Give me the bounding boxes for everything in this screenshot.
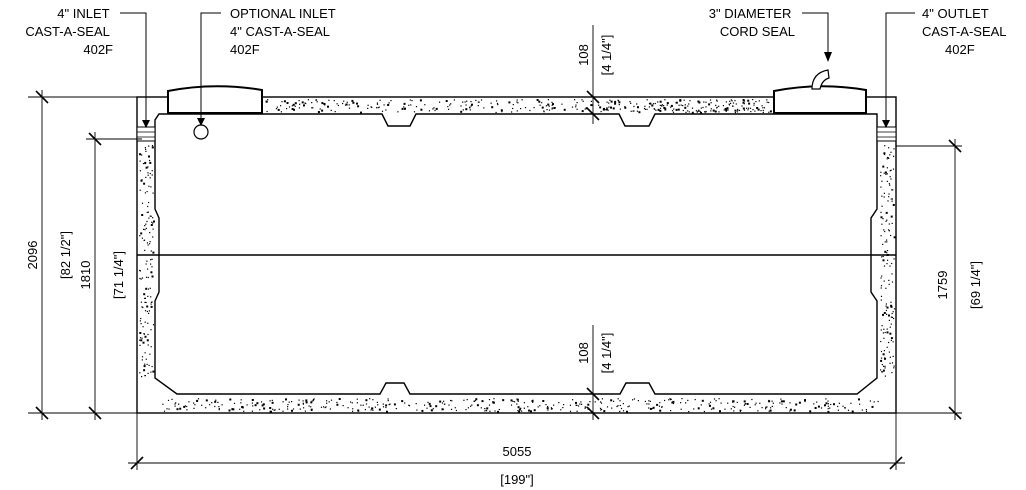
top-wall-dimension: 108 [4 1/4"] bbox=[576, 25, 614, 124]
outlet-pipe bbox=[876, 126, 897, 142]
cord-seal-symbol bbox=[811, 69, 830, 90]
outlet-callout: 4" OUTLET CAST-A-SEAL 402F bbox=[922, 6, 1010, 57]
inlet-pipe bbox=[136, 126, 156, 142]
overall-height-mm: 2096 bbox=[25, 241, 40, 270]
callout-leaders bbox=[120, 12, 915, 128]
inner-cavity bbox=[154, 113, 878, 395]
right-access-lid bbox=[773, 85, 867, 114]
inlet-height-in: [71 1/4"] bbox=[111, 251, 126, 299]
inlet-height-dimension: 1810 [71 1/4"] bbox=[78, 132, 142, 420]
bottom-wall-dimension: 108 [4 1/4"] bbox=[576, 325, 614, 420]
optional-inlet-circle bbox=[193, 124, 209, 140]
optional-inlet-callout: OPTIONAL INLET 4" CAST-A-SEAL 402F bbox=[230, 6, 339, 57]
left-access-lid bbox=[167, 85, 263, 114]
outlet-height-mm: 1759 bbox=[935, 271, 950, 300]
top-wall-mm: 108 bbox=[576, 44, 591, 66]
inlet-callout: 4" INLET CAST-A-SEAL 402F bbox=[25, 6, 113, 57]
aggregate-hatch bbox=[139, 99, 896, 413]
length-dimension: 5055 [199"] bbox=[128, 413, 905, 487]
inlet-height-mm: 1810 bbox=[78, 261, 93, 290]
outlet-height-in: [69 1/4"] bbox=[968, 261, 983, 309]
overall-height-dimension: 2096 [82 1/2"] bbox=[25, 90, 137, 420]
length-mm: 5055 bbox=[503, 444, 532, 459]
top-wall-in: [4 1/4"] bbox=[599, 35, 614, 76]
bottom-wall-mm: 108 bbox=[576, 342, 591, 364]
outlet-height-dimension: 1759 [69 1/4"] bbox=[896, 139, 983, 420]
cord-seal-callout: 3" DIAMETER CORD SEAL bbox=[709, 6, 795, 39]
bottom-wall-in: [4 1/4"] bbox=[599, 333, 614, 374]
length-in: [199"] bbox=[500, 472, 534, 487]
tank-body bbox=[136, 69, 897, 414]
overall-height-in: [82 1/2"] bbox=[58, 231, 73, 279]
